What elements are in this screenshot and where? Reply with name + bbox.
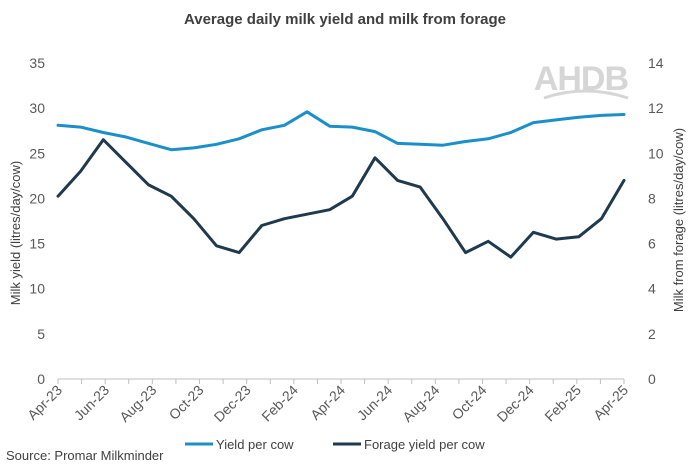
chart-title: Average daily milk yield and milk from f…	[184, 11, 506, 28]
y-tick-label: 35	[29, 55, 45, 71]
y2-tick-label: 0	[648, 371, 656, 387]
series-lines	[56, 110, 626, 259]
x-tick-label: Feb-24	[258, 382, 301, 425]
x-tick-label: Jun-23	[71, 382, 113, 424]
y-tick-label: 20	[29, 190, 45, 206]
x-tick-label: Aug-24	[399, 382, 442, 425]
series-line-yield	[56, 110, 626, 152]
y2-tick-label: 6	[648, 236, 656, 252]
x-tick-label: Oct-23	[166, 382, 207, 423]
ahdb-logo-swoosh-icon	[543, 89, 629, 100]
y-tick-label: 25	[29, 145, 45, 161]
x-tick-label: Apr-23	[24, 382, 65, 423]
x-tick-label: Apr-25	[590, 382, 631, 423]
x-tick-label: Oct-24	[449, 382, 490, 423]
y-tick-label: 5	[37, 326, 45, 342]
y-axis-ticks: 0 5 10 15 20 25 30 35	[29, 55, 45, 387]
x-tick-label: Jun-24	[354, 382, 396, 424]
source-note: Source: Promar Milkminder	[6, 448, 164, 463]
x-tick-label: Apr-24	[307, 382, 348, 423]
y2-axis-ticks: 0 2 4 6 8 10 12 14	[648, 55, 664, 387]
series-line-forage	[56, 138, 626, 259]
y2-axis-label: Milk from forage (litres/day/cow)	[671, 128, 686, 312]
x-axis-ticks: Apr-23 Jun-23 Aug-23 Oct-23 Dec-23 Feb-24 Apr-…	[24, 379, 631, 425]
y2-tick-label: 8	[648, 190, 656, 206]
y2-tick-label: 2	[648, 326, 656, 342]
y-axis-label: Milk yield (litres/day/cow)	[8, 161, 23, 305]
x-tick-label: Dec-23	[211, 382, 254, 425]
y-tick-label: 0	[37, 371, 45, 387]
x-tick-label: Aug-23	[116, 382, 159, 425]
legend-label-yield: Yield per cow	[216, 437, 294, 452]
y2-tick-label: 12	[648, 100, 664, 116]
y-tick-label: 30	[29, 100, 45, 116]
y-tick-label: 15	[29, 236, 45, 252]
y2-tick-label: 10	[648, 145, 664, 161]
y2-tick-label: 14	[648, 55, 664, 71]
legend: Yield per cow Forage yield per cow	[185, 437, 485, 452]
legend-label-forage: Forage yield per cow	[364, 437, 485, 452]
x-tick-label: Dec-24	[494, 382, 537, 425]
x-tick-label: Feb-25	[541, 382, 584, 425]
y2-tick-label: 4	[648, 281, 656, 297]
y-tick-label: 10	[29, 281, 45, 297]
